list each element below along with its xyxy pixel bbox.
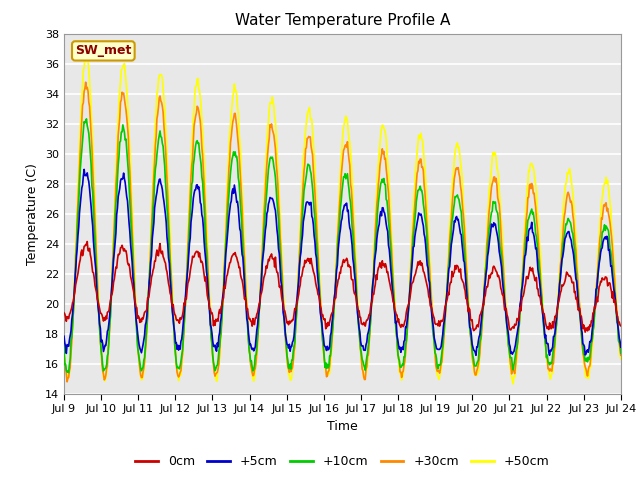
0cm — [60, 310, 68, 316]
+30cm — [617, 352, 625, 358]
+10cm — [65, 370, 72, 375]
+50cm — [60, 347, 68, 352]
+5cm — [60, 333, 68, 339]
+50cm — [214, 364, 222, 370]
+5cm — [70, 292, 78, 298]
Line: +5cm: +5cm — [64, 169, 621, 355]
0cm — [581, 329, 589, 335]
+10cm — [186, 226, 193, 231]
+30cm — [71, 279, 79, 285]
+5cm — [428, 302, 435, 308]
X-axis label: Time: Time — [327, 420, 358, 432]
+10cm — [215, 348, 223, 354]
0cm — [70, 293, 78, 299]
+5cm — [214, 344, 222, 349]
+50cm — [70, 285, 78, 291]
0cm — [617, 323, 625, 329]
+10cm — [71, 282, 79, 288]
+50cm — [83, 52, 90, 58]
+30cm — [186, 208, 193, 214]
0cm — [428, 303, 435, 309]
+30cm — [129, 246, 137, 252]
Y-axis label: Temperature (C): Temperature (C) — [26, 163, 39, 264]
+30cm — [60, 351, 68, 357]
+50cm — [428, 283, 435, 289]
+10cm — [428, 311, 436, 316]
+30cm — [82, 79, 90, 85]
+5cm — [617, 344, 625, 350]
+10cm — [129, 263, 137, 268]
+30cm — [412, 190, 419, 195]
+50cm — [509, 381, 517, 387]
0cm — [214, 318, 222, 324]
0cm — [185, 278, 193, 284]
0cm — [411, 273, 419, 278]
+5cm — [128, 259, 136, 265]
+30cm — [63, 379, 71, 384]
Legend: 0cm, +5cm, +10cm, +30cm, +50cm: 0cm, +5cm, +10cm, +30cm, +50cm — [130, 450, 555, 473]
+10cm — [412, 209, 419, 215]
Line: +50cm: +50cm — [64, 55, 621, 384]
+10cm — [617, 350, 625, 356]
+50cm — [411, 183, 419, 189]
+5cm — [411, 234, 419, 240]
+10cm — [83, 116, 90, 122]
Text: SW_met: SW_met — [75, 44, 131, 58]
+30cm — [215, 360, 223, 366]
Title: Water Temperature Profile A: Water Temperature Profile A — [235, 13, 450, 28]
+50cm — [185, 214, 193, 220]
0cm — [83, 239, 91, 244]
+5cm — [80, 167, 88, 172]
+30cm — [428, 304, 436, 310]
+50cm — [617, 356, 625, 362]
0cm — [128, 281, 136, 287]
+10cm — [60, 343, 68, 349]
+5cm — [185, 252, 193, 258]
+50cm — [128, 206, 136, 212]
+5cm — [472, 352, 480, 358]
Line: 0cm: 0cm — [64, 241, 621, 332]
Line: +30cm: +30cm — [64, 82, 621, 382]
Line: +10cm: +10cm — [64, 119, 621, 372]
